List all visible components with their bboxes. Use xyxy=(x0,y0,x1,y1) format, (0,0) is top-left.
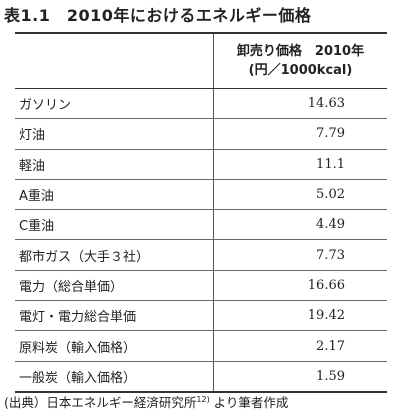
footnote-tail: より筆者作成 xyxy=(209,395,289,410)
header-line: (円／1000kcal) xyxy=(248,63,353,78)
price-cell: 7.73 xyxy=(213,239,387,271)
footnote-text: (出典）日本エネルギー経済研究所 xyxy=(4,395,197,410)
table-header: 卸売り価格 2010年 (円／1000kcal) xyxy=(15,32,387,89)
row-label: 電灯・電力総合単価 xyxy=(15,300,214,332)
row-label: 一般炭（輸入価格） xyxy=(15,361,214,393)
price-table: 卸売り価格 2010年 (円／1000kcal) ガソリン 14.63 灯油 7.79… xyxy=(15,32,387,393)
header-cell: 卸売り価格 2010年 (円／1000kcal) xyxy=(213,32,387,89)
table-title: 表1.1 2010年におけるエネルギー価格 xyxy=(4,6,312,25)
table-row: 軽油 11.1 xyxy=(15,149,387,180)
header-row: 卸売り価格 2010年 (円／1000kcal) xyxy=(15,32,387,89)
price-cell: 7.79 xyxy=(213,118,387,150)
table-row: ガソリン 14.63 xyxy=(15,88,387,120)
price-cell: 4.49 xyxy=(213,209,387,241)
header-line: 卸売り価格 2010年 xyxy=(236,44,365,59)
table-row: 原料炭（輸入価格） 2.17 xyxy=(15,330,387,362)
header-blank xyxy=(15,32,214,89)
price-cell: 19.42 xyxy=(213,300,387,332)
table-row: 都市ガス（大手３社） 7.73 xyxy=(15,239,387,271)
price-cell: 16.66 xyxy=(213,270,387,302)
row-label: ガソリン xyxy=(15,88,214,120)
table-row: C重油 4.49 xyxy=(15,209,387,241)
price-cell: 5.02 xyxy=(213,179,387,211)
table-row: 電力（総合単価） 16.66 xyxy=(15,270,387,302)
table-row: 電灯・電力総合単価 19.42 xyxy=(15,300,387,332)
price-cell: 1.59 xyxy=(213,361,387,393)
row-label: 原料炭（輸入価格） xyxy=(15,330,214,362)
row-label: C重油 xyxy=(15,209,214,241)
row-label: A重油 xyxy=(15,179,214,211)
table-row: 一般炭（輸入価格） 1.59 xyxy=(15,361,387,393)
table-row: 灯油 7.79 xyxy=(15,118,387,150)
table-body: ガソリン 14.63 灯油 7.79 軽油 11.1 A重油 5.02 C重油 4.49 都市ガス（… xyxy=(15,88,387,393)
price-cell: 14.63 xyxy=(213,88,387,120)
footnote-ref: 12) xyxy=(196,394,210,404)
price-cell: 2.17 xyxy=(213,330,387,362)
row-label: 都市ガス（大手３社） xyxy=(15,239,214,271)
footnote: (出典）日本エネルギー経済研究所12) より筆者作成 xyxy=(4,392,288,411)
row-label: 灯油 xyxy=(15,118,214,150)
price-cell: 11.1 xyxy=(213,149,387,180)
table-row: A重油 5.02 xyxy=(15,179,387,211)
row-label: 電力（総合単価） xyxy=(15,270,214,302)
row-label: 軽油 xyxy=(15,149,214,180)
